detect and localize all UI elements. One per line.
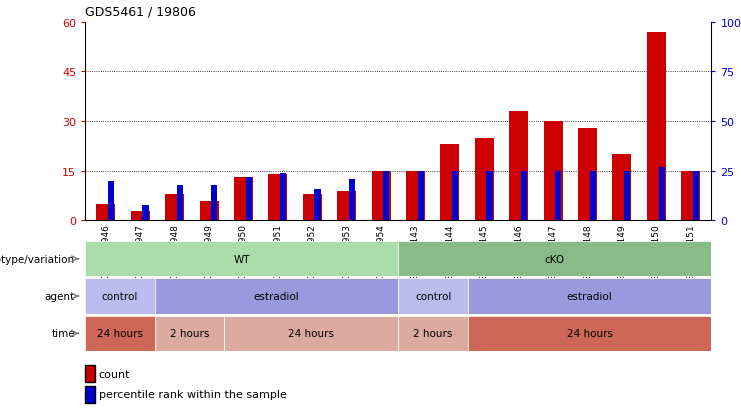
Bar <box>544 122 562 221</box>
Bar <box>96 204 116 221</box>
Bar <box>337 191 356 221</box>
Bar <box>555 171 562 221</box>
Bar <box>314 189 321 221</box>
Bar <box>590 171 596 221</box>
Bar <box>693 171 699 221</box>
Bar <box>131 211 150 221</box>
Bar <box>681 171 700 221</box>
Text: percentile rank within the sample: percentile rank within the sample <box>99 389 287 399</box>
Bar <box>647 33 665 221</box>
Text: 2 hours: 2 hours <box>170 328 209 339</box>
Text: genotype/variation: genotype/variation <box>0 254 75 264</box>
Bar <box>268 175 288 221</box>
Text: GDS5461 / 19806: GDS5461 / 19806 <box>85 6 196 19</box>
Text: estradiol: estradiol <box>253 291 299 301</box>
Bar <box>659 167 665 221</box>
Bar <box>509 112 528 221</box>
Bar <box>452 171 458 221</box>
Bar <box>521 171 527 221</box>
Bar <box>613 155 631 221</box>
Bar <box>578 128 597 221</box>
Bar <box>475 138 494 221</box>
Text: agent: agent <box>45 291 75 301</box>
Text: 24 hours: 24 hours <box>288 328 334 339</box>
Bar <box>418 171 424 221</box>
Text: time: time <box>51 328 75 339</box>
Bar <box>280 173 286 221</box>
Bar <box>487 171 493 221</box>
Text: estradiol: estradiol <box>567 291 613 301</box>
Bar <box>383 171 390 221</box>
Bar <box>234 178 253 221</box>
Bar <box>177 185 183 221</box>
Text: control: control <box>415 291 451 301</box>
Bar <box>372 171 391 221</box>
Bar <box>624 171 631 221</box>
Text: WT: WT <box>233 254 250 264</box>
Bar <box>108 181 114 221</box>
Text: 24 hours: 24 hours <box>97 328 143 339</box>
Bar <box>246 177 252 221</box>
Text: cKO: cKO <box>545 254 565 264</box>
Bar <box>142 205 149 221</box>
Bar <box>440 145 459 221</box>
Bar <box>349 179 355 221</box>
Text: 2 hours: 2 hours <box>413 328 453 339</box>
Text: count: count <box>99 369 130 379</box>
Bar <box>211 185 217 221</box>
Bar <box>165 195 184 221</box>
Bar <box>199 201 219 221</box>
Bar <box>303 195 322 221</box>
Text: control: control <box>102 291 138 301</box>
Text: 24 hours: 24 hours <box>567 328 613 339</box>
Bar <box>406 171 425 221</box>
